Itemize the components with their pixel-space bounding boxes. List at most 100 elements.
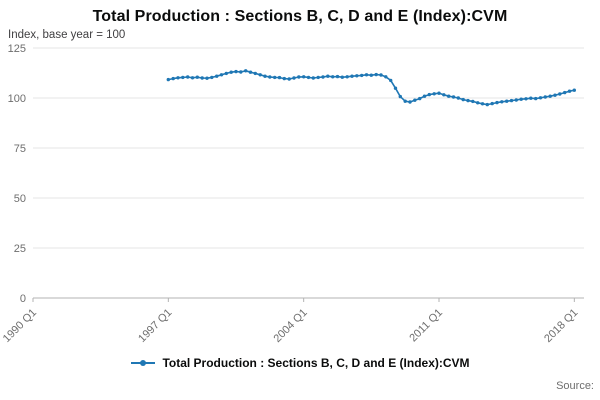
data-point — [495, 100, 499, 105]
data-point — [524, 97, 528, 101]
data-point — [379, 73, 383, 77]
legend-label: Total Production : Sections B, C, D and … — [162, 356, 470, 370]
data-point — [567, 89, 572, 93]
data-point — [229, 70, 233, 74]
x-tick-label: 2004 Q1 — [271, 307, 309, 345]
data-point — [447, 94, 451, 98]
plot-area[interactable]: 0 25 50 75 100 125 1990 Q1 1997 Q1 2004 Q1 2011 Q… — [0, 42, 600, 354]
data-point — [509, 98, 514, 103]
legend: Total Production : Sections B, C, D and … — [0, 356, 600, 370]
data-point — [500, 100, 504, 104]
data-point — [258, 73, 262, 77]
data-point — [166, 77, 170, 82]
y-tick-label: 75 — [14, 143, 26, 155]
data-point — [277, 75, 282, 80]
data-point — [427, 92, 431, 97]
legend-item[interactable]: Total Production : Sections B, C, D and … — [130, 356, 470, 370]
y-tick-label: 25 — [14, 243, 26, 255]
data-point — [408, 100, 412, 104]
y-tick-label: 100 — [8, 93, 26, 105]
data-point — [176, 76, 180, 80]
data-point — [311, 76, 315, 80]
data-point — [393, 86, 398, 90]
data-point — [529, 96, 533, 100]
data-point — [432, 92, 436, 96]
data-point — [190, 76, 195, 80]
data-point — [422, 94, 427, 98]
data-point — [244, 69, 248, 73]
data-point — [490, 101, 494, 106]
x-tick-label: 1990 Q1 — [1, 307, 39, 345]
data-point — [461, 97, 465, 102]
data-point — [224, 71, 228, 76]
data-point — [514, 98, 518, 102]
data-point — [563, 90, 567, 95]
data-point — [200, 76, 204, 80]
data-point — [418, 96, 422, 101]
y-tick-label: 0 — [20, 293, 26, 305]
data-point — [360, 73, 364, 78]
data-point — [268, 75, 272, 79]
data-point — [239, 70, 243, 74]
y-tick-label: 125 — [8, 43, 26, 55]
legend-line-icon — [131, 360, 156, 366]
data-point — [234, 69, 238, 74]
data-point — [350, 74, 354, 78]
data-point — [326, 74, 330, 78]
data-point — [437, 91, 441, 95]
data-point — [413, 98, 417, 102]
data-point — [340, 75, 344, 79]
x-tick-label: 2018 Q1 — [542, 307, 580, 345]
data-point — [485, 102, 489, 107]
data-point — [302, 75, 306, 79]
data-point — [335, 74, 340, 79]
data-point — [219, 73, 224, 77]
data-point — [538, 96, 543, 100]
data-point — [292, 76, 296, 80]
data-point — [442, 93, 446, 97]
data-point — [355, 74, 359, 78]
data-point — [476, 101, 480, 105]
data-point — [466, 98, 470, 103]
data-point — [456, 96, 460, 100]
data-point — [389, 78, 393, 83]
data-point — [331, 75, 335, 79]
x-tick-label: 2011 Q1 — [407, 307, 445, 345]
data-point — [210, 75, 214, 80]
data-point — [534, 96, 538, 101]
data-point — [282, 76, 286, 81]
data-point — [451, 95, 456, 99]
data-point — [195, 75, 199, 79]
x-tick-label: 1997 Q1 — [136, 307, 174, 345]
data-point — [519, 97, 523, 101]
data-point — [403, 99, 407, 103]
data-point — [186, 75, 190, 79]
data-point — [205, 76, 209, 80]
data-point — [263, 74, 267, 78]
data-point — [471, 99, 475, 104]
data-point — [505, 99, 509, 103]
data-point — [543, 95, 547, 99]
data-point — [287, 77, 291, 81]
data-point — [171, 76, 175, 81]
data-point — [364, 73, 369, 77]
source-note: Source: — [556, 380, 594, 392]
data-point — [553, 93, 557, 97]
data-point — [548, 94, 552, 98]
data-point — [297, 75, 301, 79]
data-point — [321, 75, 325, 79]
data-point — [345, 75, 349, 79]
data-point — [384, 75, 388, 79]
data-point — [215, 74, 219, 78]
data-point — [273, 75, 277, 80]
data-point — [306, 75, 311, 80]
data-point — [369, 73, 373, 77]
data-point — [316, 75, 320, 80]
data-point — [398, 94, 402, 99]
data-point — [181, 75, 185, 80]
data-point — [374, 72, 378, 77]
data-point — [248, 70, 253, 74]
data-point — [572, 88, 576, 92]
chart-title: Total Production : Sections B, C, D and … — [92, 8, 508, 25]
